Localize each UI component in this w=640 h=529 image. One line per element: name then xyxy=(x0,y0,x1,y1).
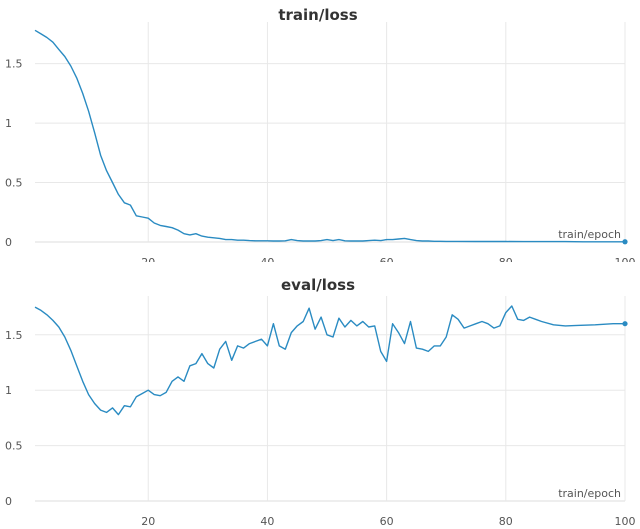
y-tick-label: 1.5 xyxy=(5,58,23,71)
y-tick-label: 1 xyxy=(5,384,12,397)
y-tick-label: 0 xyxy=(5,236,12,249)
series-line xyxy=(34,29,625,243)
chart-title: eval/loss xyxy=(281,276,355,294)
series-line xyxy=(34,305,625,416)
x-tick-label: 40 xyxy=(260,515,274,528)
y-tick-label: 0 xyxy=(5,495,12,508)
x-tick-label: 20 xyxy=(141,515,155,528)
x-tick-label: 20 xyxy=(141,256,155,262)
y-tick-label: 1 xyxy=(5,117,12,130)
train-loss-chart: train/loss 0 0.5 1 1.5 20 40 60 80 100 train/epoc… xyxy=(5,6,636,262)
y-tick-label: 0.5 xyxy=(5,177,23,190)
x-axis-label: train/epoch xyxy=(558,228,621,241)
x-tick-label: 80 xyxy=(499,256,513,262)
x-tick-label: 60 xyxy=(380,256,394,262)
eval-loss-chart: eval/loss 0 0.5 1 1.5 20 40 60 80 100 train/epoch xyxy=(5,276,636,528)
y-tick-label: 1.5 xyxy=(5,329,23,342)
x-tick-label: 100 xyxy=(615,256,636,262)
chart-title: train/loss xyxy=(278,6,357,24)
eval-loss-plot-area: 0 0.5 1 1.5 20 40 60 80 100 train/epoch xyxy=(5,296,636,528)
x-tick-label: 100 xyxy=(615,515,636,528)
x-tick-label: 40 xyxy=(260,256,274,262)
x-tick-label: 60 xyxy=(380,515,394,528)
series-end-point xyxy=(622,321,628,327)
series-end-point xyxy=(622,239,628,245)
x-axis-label: train/epoch xyxy=(558,487,621,500)
train-loss-plot-area: 0 0.5 1 1.5 20 40 60 80 100 train/epoch xyxy=(5,22,636,262)
x-tick-label: 80 xyxy=(499,515,513,528)
y-tick-label: 0.5 xyxy=(5,440,23,453)
